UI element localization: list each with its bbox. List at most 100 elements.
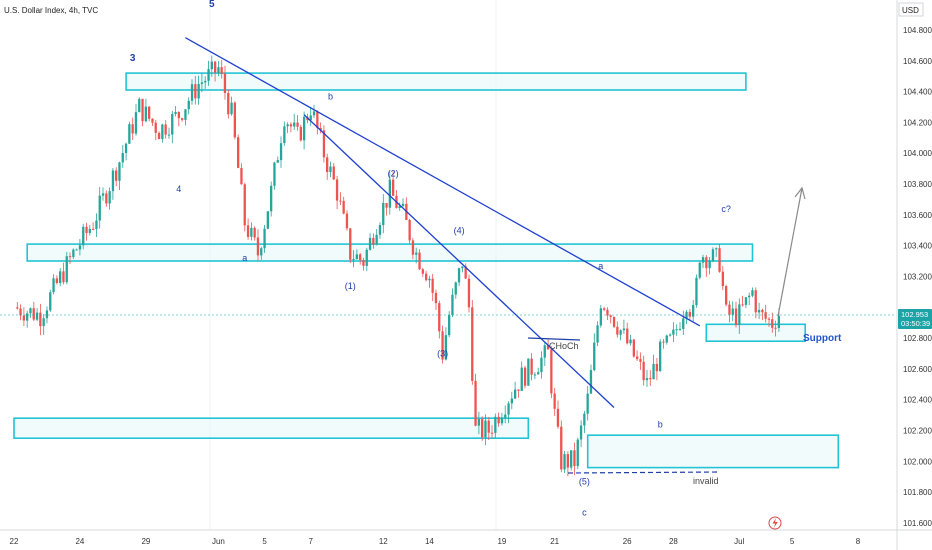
candle-body <box>692 305 695 317</box>
candle-body <box>75 249 78 251</box>
time-tick-labels: 22 24 29 Jun 5 7 12 14 19 21 26 28 Jul 5 8 <box>10 537 861 546</box>
candle-body <box>619 330 622 335</box>
wave-label: a <box>598 261 603 271</box>
zones-layer <box>13 72 840 469</box>
candle-body <box>19 308 22 316</box>
candle-body <box>761 309 764 313</box>
projection-arrow-line <box>777 187 803 317</box>
candle-body <box>540 357 543 373</box>
time-tick-label: 29 <box>141 537 150 546</box>
candle-body <box>517 389 520 391</box>
candle-body <box>385 203 388 208</box>
currency-box[interactable] <box>898 2 924 17</box>
chart-title: U.S. Dollar Index, 4h, TVC <box>4 6 98 15</box>
candle-body <box>161 124 164 140</box>
candle-body <box>744 297 748 305</box>
candle-body <box>243 184 246 226</box>
candle-body <box>365 249 368 266</box>
price-tick-label: 104.000 <box>903 149 932 158</box>
candle-body <box>721 271 724 287</box>
lightning-icon[interactable] <box>768 516 782 530</box>
candle-body <box>507 403 510 415</box>
candle-body <box>144 106 147 122</box>
time-tick-label: 22 <box>10 537 19 546</box>
candle-body <box>240 168 243 185</box>
wave-label: (2) <box>388 168 399 178</box>
candle-body <box>230 102 233 115</box>
candle-body <box>711 249 715 261</box>
candle-body <box>490 432 494 434</box>
candle-body <box>171 114 174 135</box>
candle-body <box>401 203 405 206</box>
wave-label: (5) <box>579 477 590 487</box>
candle-body <box>622 328 626 331</box>
candle-body <box>200 82 204 84</box>
candle-body <box>576 439 579 466</box>
candle-body <box>425 273 428 281</box>
price-tick-label: 101.800 <box>903 488 932 497</box>
price-tick-labels: 104.800 104.600 104.400 104.200 104.000 103.8… <box>903 26 932 528</box>
price-axis[interactable]: USD 104.800104.600104.400104.200104.0001… <box>896 0 932 550</box>
candle-body <box>583 413 586 426</box>
candle-body <box>461 266 464 269</box>
candle-body <box>665 335 668 343</box>
candle-body <box>537 372 540 375</box>
candle-body <box>738 304 741 325</box>
wave-label: 5 <box>209 0 215 10</box>
candle-body <box>751 290 754 296</box>
candle-body <box>649 378 652 380</box>
candle-body <box>636 356 639 360</box>
currency-label: USD <box>902 6 919 15</box>
candle-body <box>556 408 560 427</box>
candle-body <box>197 84 200 99</box>
candle-body <box>688 311 691 317</box>
candle-body <box>434 292 438 304</box>
price-tick-label: 104.600 <box>903 57 932 66</box>
price-tick-label: 104.800 <box>903 26 932 35</box>
candle-body <box>606 309 609 316</box>
candle-body <box>771 319 774 328</box>
candle-body <box>685 311 688 319</box>
time-tick-label: 28 <box>669 537 678 546</box>
choch-label: CHoCh <box>549 341 579 351</box>
candle-body <box>316 111 319 128</box>
candle-body <box>494 416 497 433</box>
candle-body <box>246 225 250 237</box>
candle-body <box>514 389 517 399</box>
wave-label: a <box>242 253 247 263</box>
support-label: Support <box>803 333 842 344</box>
price-tick-label: 104.200 <box>903 118 932 127</box>
price-zone <box>125 72 747 91</box>
candle-body <box>741 304 744 306</box>
candle-body <box>774 327 777 329</box>
time-tick-label: Jul <box>734 537 744 546</box>
candle-body <box>299 126 302 141</box>
candle-body <box>533 374 537 376</box>
trendline <box>185 37 701 327</box>
candle-body <box>715 248 718 250</box>
wave-label: (1) <box>345 281 356 291</box>
candle-body <box>352 259 355 261</box>
price-tick-label: 103.600 <box>903 211 932 220</box>
price-tick-label: 103.200 <box>903 273 932 282</box>
candle-body <box>662 341 665 343</box>
price-tick-label: 103.400 <box>903 242 932 251</box>
candle-body <box>223 73 227 93</box>
candle-body <box>270 185 273 212</box>
candle-body <box>560 426 563 470</box>
candle-body <box>151 118 154 123</box>
candle-body <box>764 312 767 319</box>
candle-body <box>672 329 675 335</box>
candle-body <box>457 268 461 283</box>
candle-body <box>309 115 312 121</box>
candle-body <box>55 278 58 283</box>
candle-body <box>256 237 260 256</box>
candle-body <box>520 367 523 391</box>
candle-body <box>42 318 45 327</box>
time-axis[interactable]: 22 24 29 Jun 5 7 12 14 19 21 26 28 Jul 5 8 <box>0 529 932 546</box>
candle-body <box>418 252 421 270</box>
candle-body <box>682 318 685 329</box>
time-tick-label: 5 <box>790 537 795 546</box>
last-price-badge <box>898 309 932 329</box>
